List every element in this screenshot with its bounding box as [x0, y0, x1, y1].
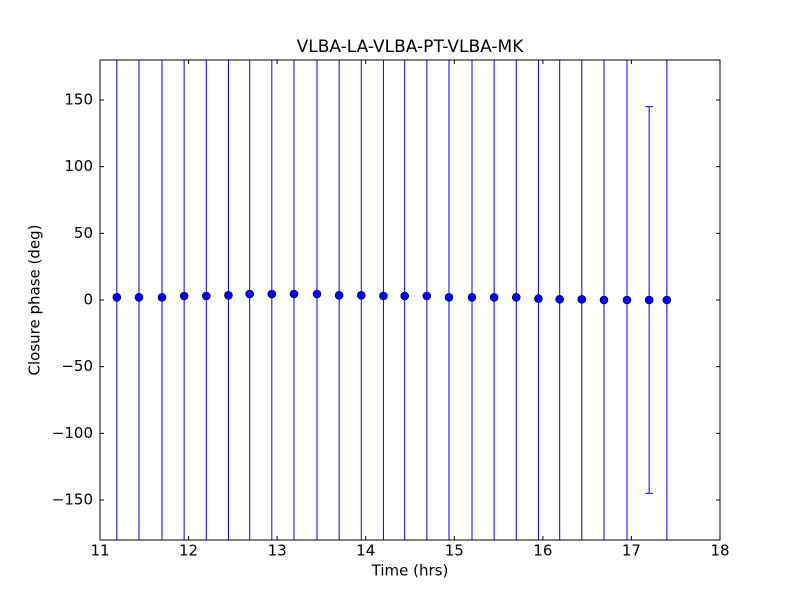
y-tick-label: −100 [52, 424, 93, 442]
data-point [112, 293, 122, 302]
data-point [622, 295, 632, 305]
data-point [245, 289, 254, 299]
y-tick-label: −150 [52, 491, 93, 509]
x-tick-label: 11 [90, 542, 109, 560]
data-point [577, 295, 587, 304]
data-point [312, 289, 322, 299]
data-point [555, 295, 564, 304]
x-tick-label: 17 [622, 542, 641, 560]
x-axis-label: Time (hrs) [371, 562, 449, 580]
data-point [489, 293, 499, 302]
data-point [444, 293, 454, 302]
data-point [179, 291, 189, 301]
x-tick-label: 15 [445, 542, 464, 560]
data-point [599, 295, 609, 305]
chart-title: VLBA-LA-VLBA-PT-VLBA-MK [297, 37, 525, 57]
y-tick-label: 100 [64, 157, 93, 175]
data-point [662, 295, 672, 305]
data-point [467, 293, 477, 302]
x-tick-label: 16 [533, 542, 552, 560]
y-tick-label: 150 [64, 91, 93, 109]
y-tick-label: 0 [83, 291, 93, 309]
data-point [157, 293, 167, 302]
plot-area [112, 60, 672, 540]
data-point [267, 289, 277, 299]
data-point [511, 293, 521, 302]
x-tick-label: 18 [710, 542, 729, 560]
x-tick-label: 14 [356, 542, 375, 560]
y-tick-label: 50 [74, 224, 93, 242]
y-axis-label: Closure phase (deg) [26, 225, 44, 376]
data-point [644, 295, 654, 305]
data-point [534, 294, 543, 303]
y-tick-label: −50 [61, 357, 93, 375]
data-point [379, 291, 388, 301]
data-point [400, 291, 409, 301]
data-point [134, 293, 144, 302]
data-point [201, 291, 211, 301]
x-tick-label: 13 [268, 542, 287, 560]
data-point [289, 289, 299, 299]
data-point [356, 291, 366, 300]
data-point [334, 291, 344, 300]
data-point [422, 291, 432, 301]
data-point [224, 291, 233, 300]
x-tick-label: 12 [179, 542, 198, 560]
